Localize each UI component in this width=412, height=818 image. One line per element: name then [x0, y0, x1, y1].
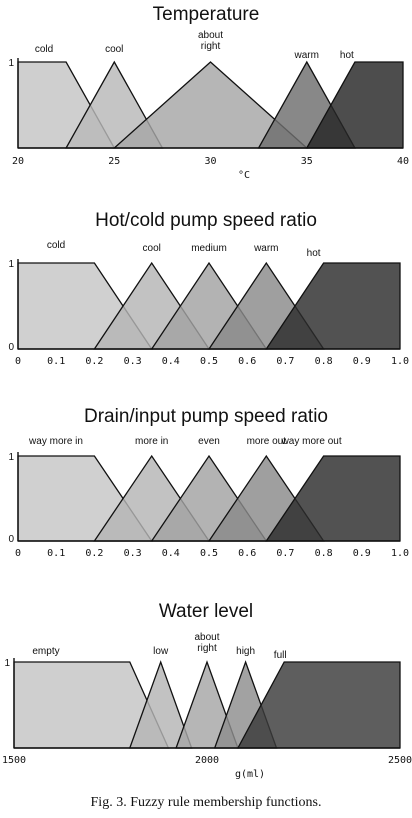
membership-label-more-in: more in: [135, 436, 168, 447]
x-tick-label: 0.3: [124, 548, 142, 559]
x-tick-label: 0.8: [315, 548, 333, 559]
membership-label-cold: cold: [35, 44, 53, 55]
x-tick-label: 1.0: [391, 356, 409, 367]
x-tick-label: 0.9: [353, 548, 371, 559]
membership-label-empty: empty: [32, 646, 59, 657]
membership-label-way-more-out: way more out: [281, 436, 342, 447]
chart-hot-cold-pump-speed-ratio: Hot/cold pump speed ratio cold cool medium w…: [8, 210, 409, 367]
chart-water-level: Water level empty low about right high full 1 15…: [2, 601, 412, 780]
figure-caption: Fig. 3. Fuzzy rule membership functions.: [91, 795, 322, 810]
x-tick-label: 30: [204, 156, 216, 167]
chart-title: Hot/cold pump speed ratio: [95, 210, 317, 231]
chart-title: Temperature: [153, 4, 260, 25]
x-tick-label: 0.4: [162, 548, 180, 559]
membership-label-medium: medium: [191, 243, 227, 254]
x-tick-label: 40: [397, 156, 409, 167]
membership-label-full: full: [274, 650, 287, 661]
membership-label-cool: cool: [105, 44, 123, 55]
x-tick-label: 35: [301, 156, 313, 167]
chart-title: Drain/input pump speed ratio: [84, 406, 328, 427]
x-tick-label: 0.5: [200, 548, 218, 559]
x-tick-label: 2500: [388, 755, 412, 766]
y-tick-label: 1: [8, 58, 14, 69]
x-axis-label: g(ml): [235, 769, 265, 780]
x-tick-label: 0: [15, 356, 21, 367]
x-tick-label: 0.1: [47, 548, 65, 559]
y-tick-label: 1: [4, 658, 10, 669]
x-tick-label: 0.7: [276, 356, 294, 367]
x-tick-label: 0.6: [238, 548, 256, 559]
y-tick-label: 1: [8, 259, 14, 270]
membership-label-way-more-in: way more in: [28, 436, 83, 447]
membership-label-low: low: [153, 646, 169, 657]
membership-label-cool: cool: [143, 243, 161, 254]
x-tick-label: 0.4: [162, 356, 180, 367]
x-tick-label: 0.1: [47, 356, 65, 367]
x-tick-label: 1.0: [391, 548, 409, 559]
chart-temperature: Temperature cold cool about right warm hot 1 20 2…: [8, 4, 409, 181]
x-tick-label: 0.5: [200, 356, 218, 367]
x-tick-label: 25: [108, 156, 120, 167]
x-tick-label: 0.7: [276, 548, 294, 559]
x-tick-label: 20: [12, 156, 24, 167]
membership-label-cold: cold: [47, 240, 65, 251]
x-tick-label: 0.8: [315, 356, 333, 367]
y-tick-label: 1: [8, 452, 14, 463]
x-tick-label: 0.2: [85, 548, 103, 559]
membership-label-hot: hot: [307, 248, 321, 259]
membership-label-warm: warm: [253, 243, 278, 254]
membership-label-more-out: more out: [247, 436, 287, 447]
membership-label-even: even: [198, 436, 220, 447]
membership-label-high: high: [236, 646, 255, 657]
membership-label-hot: hot: [340, 50, 354, 61]
membership-label-about-right: about right: [198, 30, 223, 52]
x-tick-label: 2000: [195, 755, 219, 766]
x-axis-label: °C: [238, 170, 250, 181]
x-tick-label: 1500: [2, 755, 26, 766]
membership-label-about-right: about right: [194, 632, 219, 654]
membership-label-warm: warm: [294, 50, 319, 61]
x-tick-label: 0.9: [353, 356, 371, 367]
chart-title: Water level: [159, 601, 253, 622]
x-tick-label: 0: [15, 548, 21, 559]
membership-full: [236, 661, 401, 749]
x-tick-label: 0.6: [238, 356, 256, 367]
y-tick-label: 0: [8, 342, 14, 353]
x-tick-label: 0.3: [124, 356, 142, 367]
x-tick-label: 0.2: [85, 356, 103, 367]
y-tick-label: 0: [8, 534, 14, 545]
